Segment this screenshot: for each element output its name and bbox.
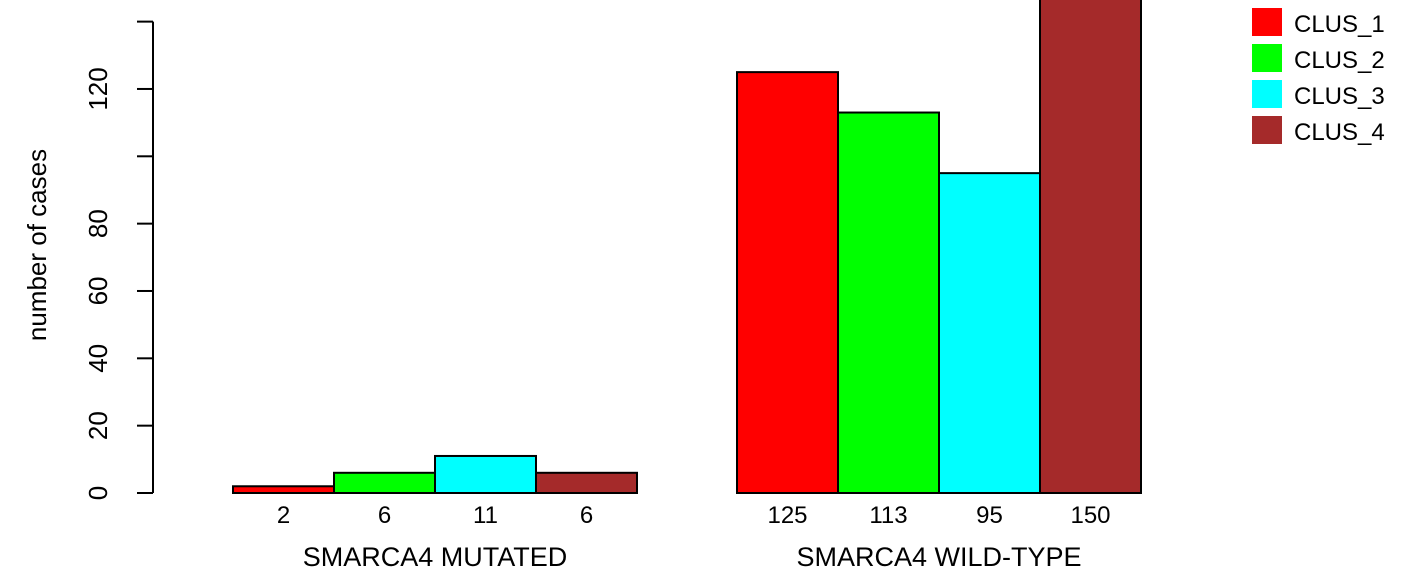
bar-clus-2 xyxy=(333,471,436,495)
bar-clus-3 xyxy=(938,172,1041,494)
legend: CLUS_1 CLUS_2 CLUS_3 CLUS_4 xyxy=(1252,8,1385,146)
bar-clus-2 xyxy=(837,111,940,495)
y-tick-label: 60 xyxy=(83,277,113,306)
y-tick-label: 120 xyxy=(83,67,113,110)
legend-swatch xyxy=(1252,116,1282,144)
bar-value-label: 11 xyxy=(473,502,498,529)
legend-label: CLUS_3 xyxy=(1294,83,1385,110)
bar-value-label: 95 xyxy=(976,502,1003,529)
bar-clus-4 xyxy=(535,471,638,495)
y-tick-label: 20 xyxy=(83,411,113,440)
bar-clus-1 xyxy=(232,485,335,494)
legend-label: CLUS_2 xyxy=(1294,47,1385,74)
bar-value-label: 125 xyxy=(767,502,807,529)
bar-value-label: 150 xyxy=(1070,502,1110,529)
y-tick-label: 0 xyxy=(83,486,113,500)
y-axis: 0 20 40 60 80 120 xyxy=(83,20,154,500)
bar-value-label: 6 xyxy=(580,502,593,529)
bar-value-label: 2 xyxy=(277,502,290,529)
y-tick-label: 80 xyxy=(83,209,113,238)
bar-clus-1 xyxy=(736,71,839,494)
legend-label: CLUS_1 xyxy=(1294,11,1385,38)
legend-swatch xyxy=(1252,8,1282,36)
bars-layer xyxy=(232,0,1142,495)
bar-clus-3 xyxy=(434,454,537,495)
legend-label: CLUS_4 xyxy=(1294,119,1385,146)
group-label: SMARCA4 WILD-TYPE xyxy=(796,542,1081,572)
bar-value-label: 113 xyxy=(869,502,907,529)
bar-clus-4 xyxy=(1039,0,1142,494)
y-axis-label: number of cases xyxy=(22,149,52,341)
bar-value-label: 6 xyxy=(378,502,391,529)
legend-swatch xyxy=(1252,80,1282,108)
x-axis-labels: 2 6 11 6 SMARCA4 MUTATED 125 113 95 150 SMARCA4 W… xyxy=(277,502,1111,572)
legend-swatch xyxy=(1252,44,1282,72)
group-label: SMARCA4 MUTATED xyxy=(303,542,568,572)
y-tick-label: 40 xyxy=(83,344,113,373)
